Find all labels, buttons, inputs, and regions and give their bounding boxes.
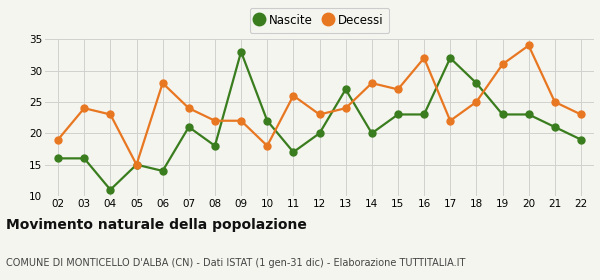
Text: COMUNE DI MONTICELLO D'ALBA (CN) - Dati ISTAT (1 gen-31 dic) - Elaborazione TUTT: COMUNE DI MONTICELLO D'ALBA (CN) - Dati … [6,258,466,268]
Decessi [421,56,428,60]
Nascite [342,88,349,91]
Decessi [185,106,193,110]
Decessi [394,88,401,91]
Decessi [316,113,323,116]
Decessi [159,81,166,85]
Decessi [55,138,62,141]
Nascite [107,188,114,192]
Decessi [238,119,245,122]
Nascite [80,157,88,160]
Text: Movimento naturale della popolazione: Movimento naturale della popolazione [6,218,307,232]
Decessi [551,100,559,104]
Nascite [238,50,245,53]
Nascite [577,138,584,141]
Decessi [107,113,114,116]
Decessi [499,63,506,66]
Nascite [473,81,480,85]
Nascite [368,132,376,135]
Decessi [525,44,532,47]
Legend: Nascite, Decessi: Nascite, Decessi [250,8,389,33]
Nascite [55,157,62,160]
Nascite [316,132,323,135]
Nascite [290,150,297,154]
Nascite [133,163,140,166]
Decessi [368,81,376,85]
Nascite [211,144,218,148]
Decessi [342,106,349,110]
Line: Decessi: Decessi [55,42,584,168]
Decessi [133,163,140,166]
Decessi [211,119,218,122]
Nascite [551,125,559,129]
Decessi [263,144,271,148]
Nascite [421,113,428,116]
Decessi [446,119,454,122]
Decessi [290,94,297,97]
Nascite [394,113,401,116]
Decessi [577,113,584,116]
Nascite [446,56,454,60]
Decessi [80,106,88,110]
Nascite [159,169,166,172]
Nascite [185,125,193,129]
Line: Nascite: Nascite [55,48,584,193]
Decessi [473,100,480,104]
Nascite [525,113,532,116]
Nascite [499,113,506,116]
Nascite [263,119,271,122]
